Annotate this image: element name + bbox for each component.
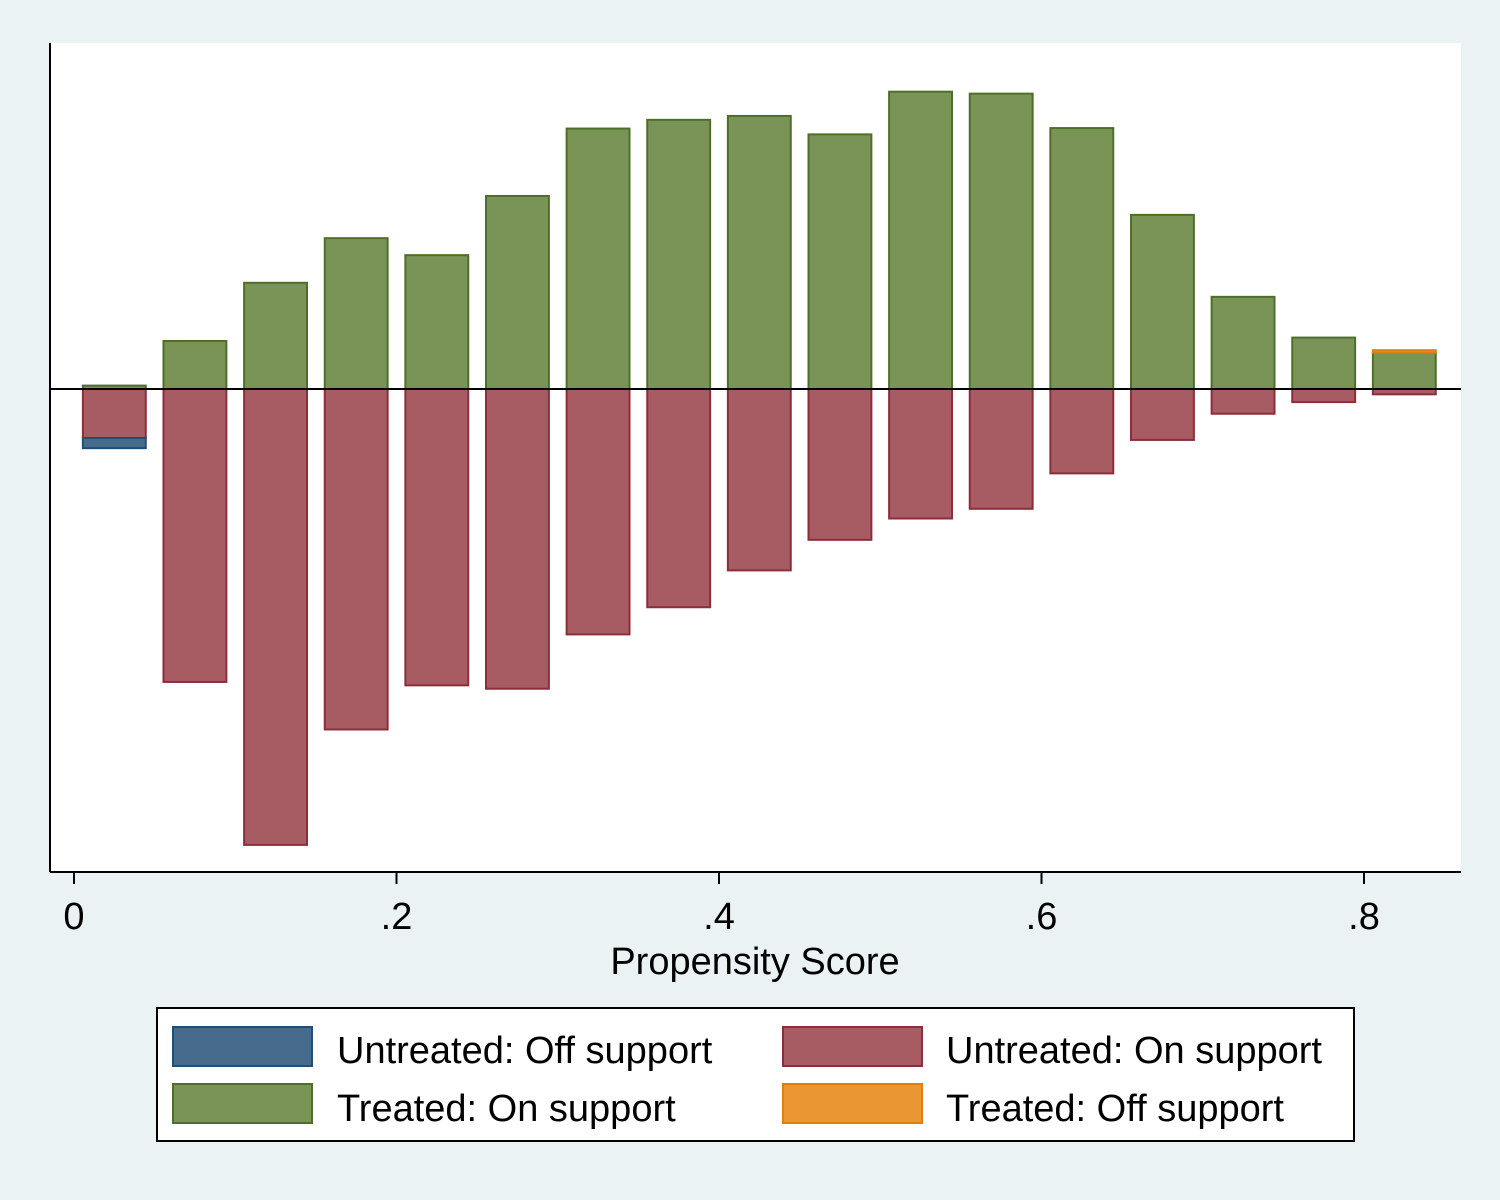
legend-label: Treated: On support <box>337 1088 676 1130</box>
bar-treated-on-support-2 <box>243 281 309 390</box>
bar-treated-on-support-9 <box>807 133 873 390</box>
legend-box <box>156 1007 1355 1142</box>
bar-untreated-on-support-1 <box>162 388 228 683</box>
bar-treated-on-support-3 <box>323 237 389 390</box>
legend-label: Untreated: Off support <box>337 1030 713 1072</box>
bar-untreated-on-support-12 <box>1049 388 1115 475</box>
bar-untreated-on-support-15 <box>1291 388 1357 404</box>
legend: Untreated: Off support Untreated: On supp… <box>156 1007 1355 1142</box>
bar-treated-off-support-16 <box>1371 349 1437 354</box>
bar-untreated-on-support-2 <box>243 388 309 846</box>
x-tick-label: .4 <box>703 896 735 938</box>
bar-untreated-on-support-10 <box>888 388 954 520</box>
bar-untreated-on-support-13 <box>1129 388 1195 441</box>
x-tick-label: .6 <box>1026 896 1058 938</box>
bar-untreated-on-support-8 <box>726 388 792 572</box>
legend-swatch <box>172 1026 313 1067</box>
bar-treated-on-support-7 <box>646 118 712 390</box>
legend-label: Untreated: On support <box>946 1030 1322 1072</box>
x-axis-label: Propensity Score <box>610 941 899 983</box>
legend-swatch <box>782 1083 923 1124</box>
bar-treated-on-support-1 <box>162 339 228 390</box>
bar-treated-on-support-5 <box>484 194 550 390</box>
legend-label: Treated: Off support <box>946 1088 1284 1130</box>
bar-treated-on-support-12 <box>1049 127 1115 390</box>
bar-untreated-on-support-3 <box>323 388 389 731</box>
x-tick-label: .2 <box>381 896 413 938</box>
bar-treated-on-support-8 <box>726 114 792 390</box>
bar-treated-on-support-4 <box>404 254 470 390</box>
bar-treated-on-support-16 <box>1371 351 1437 390</box>
bar-untreated-on-support-5 <box>484 388 550 690</box>
bar-untreated-on-support-9 <box>807 388 873 541</box>
bar-treated-on-support-15 <box>1291 336 1357 390</box>
bar-treated-on-support-13 <box>1129 213 1195 390</box>
bar-untreated-on-support-4 <box>404 388 470 687</box>
legend-swatch <box>782 1026 923 1067</box>
x-tick-label: .8 <box>1348 896 1380 938</box>
x-ticks: 0 .2 .4 .6 .8 <box>63 872 1380 938</box>
bar-untreated-on-support-14 <box>1210 388 1276 415</box>
bar-treated-on-support-6 <box>565 127 631 390</box>
bars-layer <box>81 90 1437 846</box>
bar-untreated-on-support-7 <box>646 388 712 609</box>
bar-treated-on-support-10 <box>888 90 954 390</box>
bar-untreated-on-support-6 <box>565 388 631 636</box>
bar-untreated-on-support-11 <box>968 388 1034 510</box>
bar-untreated-off-support-0 <box>81 436 147 450</box>
legend-swatch <box>172 1083 313 1124</box>
bar-treated-on-support-14 <box>1210 295 1276 391</box>
x-tick-label: 0 <box>63 896 84 938</box>
bar-untreated-on-support-0 <box>81 388 147 439</box>
bar-treated-on-support-11 <box>968 92 1034 390</box>
